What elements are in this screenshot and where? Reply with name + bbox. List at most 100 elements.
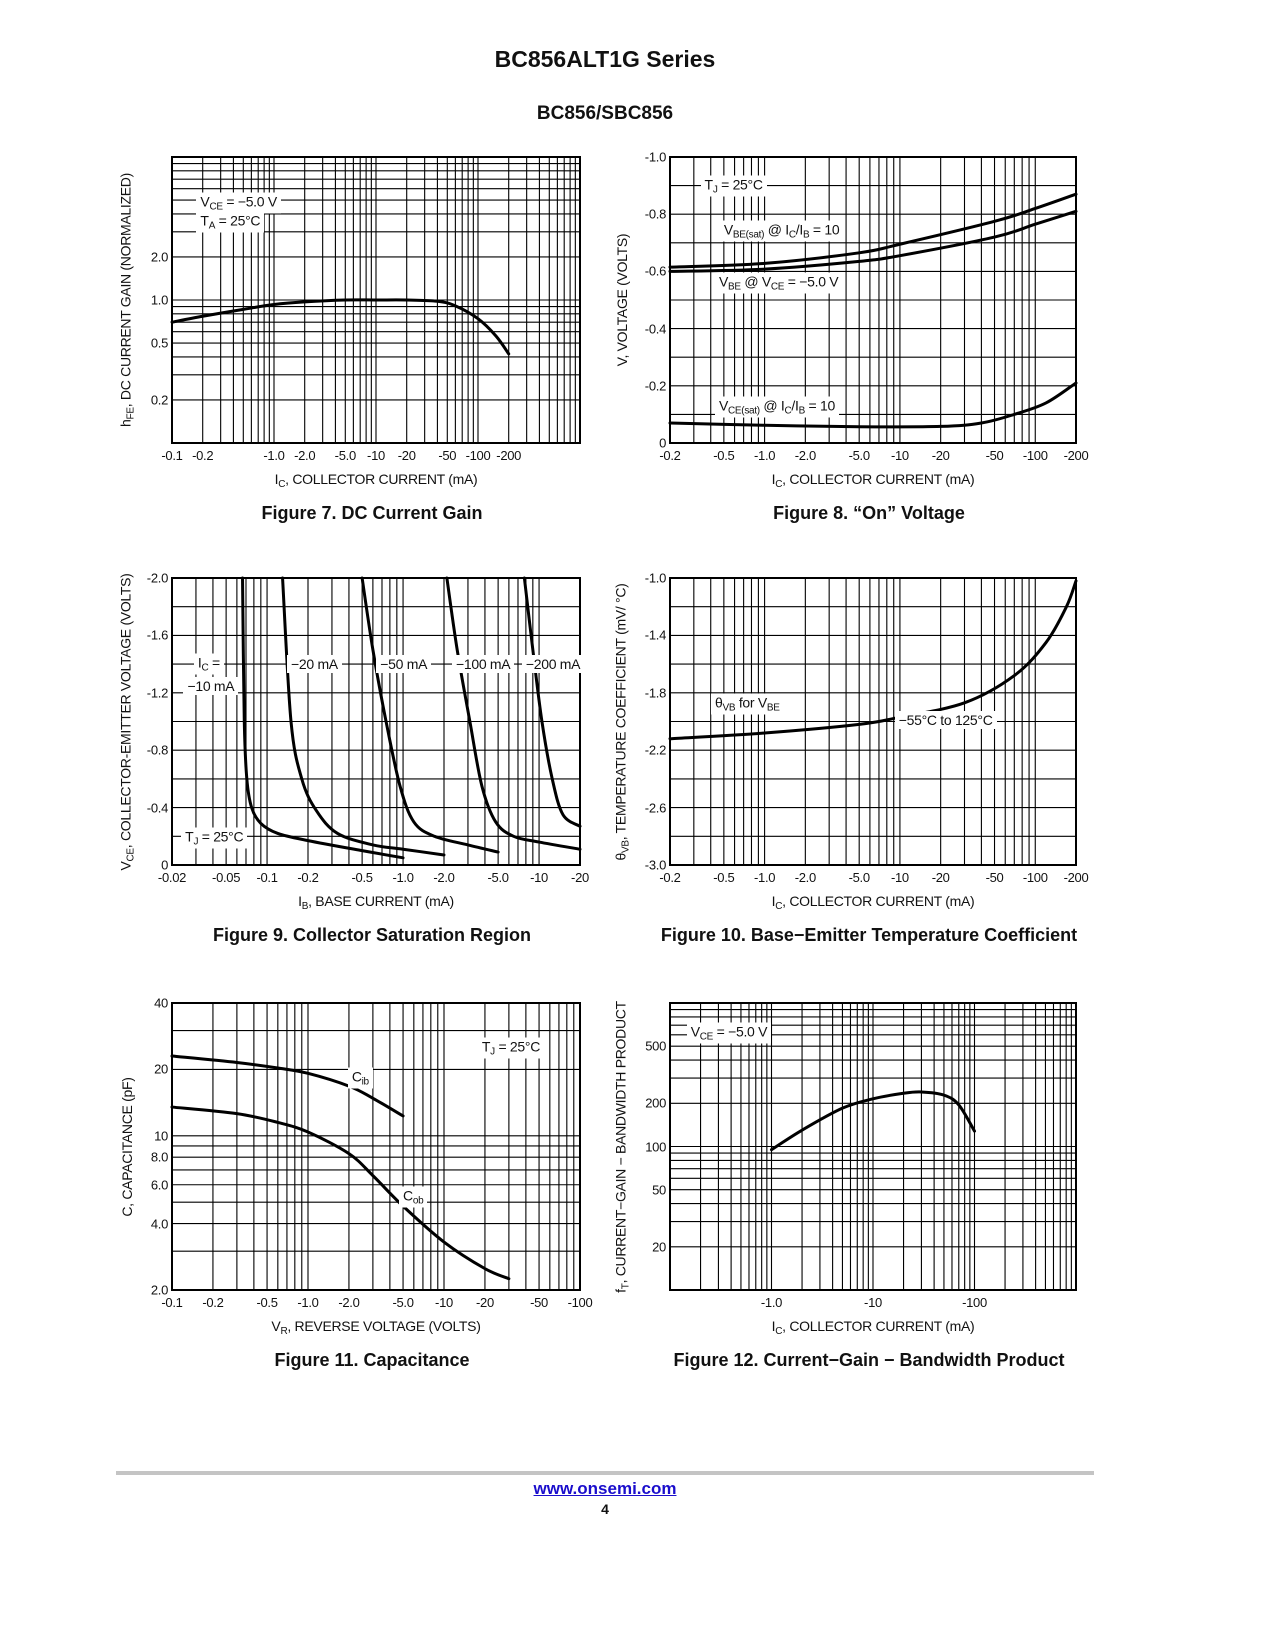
series-curve-0 [770,1090,976,1152]
y-tick-label: 500 [645,1038,666,1054]
x-axis-label: IC, COLLECTOR CURRENT (mA) [275,471,478,490]
x-tick-label: -50 [530,1295,548,1310]
subscript-text: A [208,220,216,232]
x-tick-label: -100 [1022,870,1048,885]
label-text: I [274,471,279,487]
y-tick-label: 0 [161,857,168,873]
chart-annotation: TJ = 25°C [700,175,767,197]
y-tick-label: -1.6 [146,627,169,643]
label-text: V [200,193,210,210]
x-tick-label: -10 [890,870,909,885]
x-tick-label: -20 [931,870,950,885]
x-tick-label: -10 [864,1295,882,1310]
label-text: −200 mA [525,656,581,673]
x-tick-label: -5.0 [848,870,871,885]
x-tick-label: -2.0 [794,448,817,463]
x-axis-label: IB, BASE CURRENT (mA) [298,893,454,912]
y-tick-label: -1.0 [644,149,667,165]
subscript-text: C [201,662,209,674]
y-tick-label: 20 [154,1061,168,1077]
y-tick-label: 0.5 [150,335,168,351]
subscript-text: BE [728,281,741,293]
subscript-text: C [788,229,796,241]
x-axis-label: IC, COLLECTOR CURRENT (mA) [772,471,975,490]
label-text: V, VOLTAGE (VOLTS) [614,233,630,367]
label-text: = −5.0 V [222,193,277,210]
label-text: @ I [759,397,785,414]
figure-caption: Figure 12. Current−Gain − Bandwidth Prod… [673,1350,1065,1370]
plot-frame [171,1002,581,1291]
label-text: h [117,419,134,427]
x-tick-label: -100 [962,1295,987,1310]
chart-annotation: −50 mA [376,655,432,674]
label-text: = 25°C [717,176,763,193]
label-text: = 25°C [215,212,261,229]
x-tick-label: -50 [985,448,1004,463]
y-tick-label: -1.0 [644,570,667,586]
series-curve-0 [241,576,405,860]
section-subtitle: BC856/SBC856 [536,103,674,124]
x-tick-label: -0.05 [212,870,241,885]
label-text: , BASE CURRENT (mA) [308,893,454,909]
website-link[interactable]: www.onsemi.com [533,1479,677,1498]
x-tick-label: -100 [567,1295,593,1310]
label-text: V [271,1318,281,1334]
page-number: 4 [601,1501,609,1517]
subscript-text: B [798,405,806,417]
chart-annotation: Cob [399,1186,428,1208]
y-tick-label: -0.8 [644,206,667,222]
x-tick-label: -5.0 [848,448,871,463]
y-axis-label: hFE, DC CURRENT GAIN (NORMALIZED) [118,173,137,427]
subscript-text: CE [209,201,223,213]
x-tick-label: -5.0 [487,870,510,885]
subscript-text: FE [125,407,137,420]
label-text: @ V [740,273,771,290]
y-tick-label: 10 [154,1128,168,1144]
label-text: T [481,1038,491,1055]
x-axis-label: IC, COLLECTOR CURRENT (mA) [772,1318,975,1337]
subscript-text: B [802,229,810,241]
x-tick-label: -50 [985,870,1004,885]
label-text: −100 mA [455,656,511,673]
label-text: , COLLECTOR CURRENT (mA) [782,1318,975,1334]
label-text: −55°C to 125°C [898,712,993,729]
y-tick-label: -2.6 [644,800,667,816]
label-text: −50 mA [380,656,428,673]
y-tick-label: -0.6 [644,263,667,279]
figure-caption: Figure 9. Collector Saturation Region [212,925,532,945]
label-text: = 25°C [494,1038,541,1055]
label-text: , COLLECTOR CURRENT (mA) [782,893,975,909]
label-text: V [117,860,134,871]
x-tick-label: -0.5 [713,870,735,885]
chart-annotation: −20 mA [287,655,342,674]
label-text: −10 mA [187,677,235,694]
x-tick-label: -2.0 [294,448,316,463]
y-tick-label: -2.0 [146,570,169,586]
x-tick-label: -1.0 [392,870,414,885]
x-axis-label: VR, REVERSE VOLTAGE (VOLTS) [271,1318,480,1337]
label-text: = 25°C [198,828,244,845]
label-text: I [771,1318,776,1334]
label-text: C [403,1187,413,1204]
y-axis-label: θVB, TEMPERATURE COEFFICIENT (mV/ °C) [613,583,632,860]
label-text: θ [612,852,629,861]
label-text: = −5.0 V [713,1023,768,1040]
x-tick-label: -0.1 [256,870,278,885]
y-tick-label: 100 [645,1139,666,1154]
label-text: θ [714,694,723,711]
series-curve-0 [668,579,1078,741]
chart-annotation: TJ = 25°C [477,1037,545,1059]
subscript-text: J [490,1046,495,1058]
x-tick-label: -20 [571,870,589,885]
x-tick-label: -100 [465,448,491,463]
y-tick-label: 6.0 [150,1177,168,1193]
subscript-text: C [775,479,783,490]
x-tick-label: -200 [496,448,522,463]
chart-annotation: −55°C to 125°C [894,711,997,730]
plot-frame [171,577,581,866]
series-curve-0 [170,298,511,356]
label-text: /I [791,397,799,414]
y-tick-label: -0.8 [146,742,169,758]
x-tick-label: -0.5 [351,870,374,885]
